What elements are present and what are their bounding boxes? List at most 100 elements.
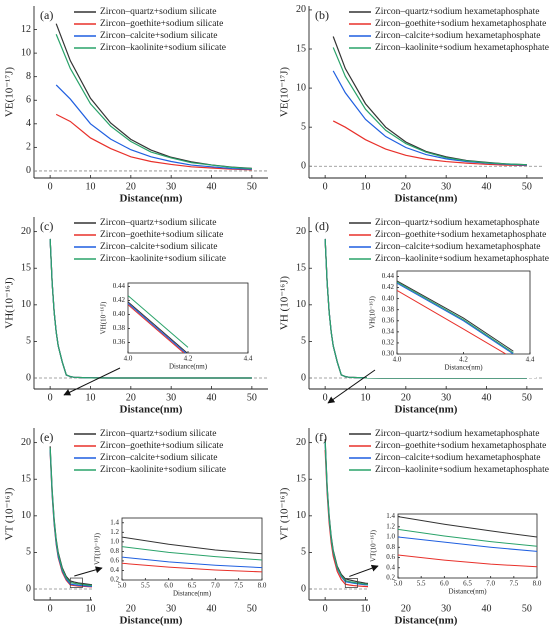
data-line	[332, 70, 527, 166]
legend-label: Zircon–kaolinite+sodium silicate	[100, 254, 226, 264]
series-group	[122, 536, 262, 573]
x-tick-label: 5.5	[141, 582, 150, 590]
legend-label: Zircon–kaolinite+sodium silicate	[100, 43, 226, 53]
x-axis-label: Distance(nm)	[169, 363, 208, 371]
y-tick-label: 1.2	[386, 522, 395, 530]
legend-label: Zircon–quartz+sodium silicate	[100, 429, 216, 439]
series-group	[397, 280, 514, 354]
y-tick-label: 0.42	[382, 283, 395, 291]
y-tick-label: 0	[26, 583, 31, 594]
legend-label: Zircon–quartz+sodium silicate	[100, 218, 216, 228]
x-axis-label: Distance(nm)	[173, 590, 212, 598]
x-tick-label: 40	[482, 181, 492, 192]
y-tick-label: 0.38	[113, 324, 126, 332]
x-tick-label: 20	[126, 392, 136, 403]
legend-label: Zircon–goethite+sodium hexametaphosphate	[375, 441, 546, 451]
y-tick-label: 0.2	[386, 574, 395, 582]
y-tick-label: 1.0	[110, 537, 119, 545]
x-tick-label: 6.5	[188, 582, 197, 590]
x-tick-label: 20	[401, 392, 411, 403]
y-tick-label: 0	[301, 161, 306, 172]
data-line	[128, 304, 185, 353]
x-tick-label: 0	[48, 181, 53, 192]
inset-background	[368, 508, 543, 602]
data-line	[122, 556, 262, 569]
x-tick-label: 5.5	[417, 580, 426, 588]
x-tick-label: 10	[85, 392, 95, 403]
panel-label: (b)	[315, 8, 329, 22]
y-tick-label: 15	[296, 474, 306, 485]
x-tick-label: 5.0	[394, 580, 403, 588]
y-tick-label: 15	[296, 263, 306, 274]
x-tick-label: 7.5	[509, 580, 518, 588]
x-tick-label: 30	[166, 392, 176, 403]
x-tick-label: 30	[166, 603, 176, 614]
arrow	[327, 369, 376, 404]
y-tick-label: 10	[21, 299, 31, 310]
y-tick-label: 5	[26, 547, 31, 558]
y-tick-label: 20	[296, 226, 306, 237]
y-tick-label: 10	[296, 82, 306, 93]
x-tick-label: 0	[323, 181, 328, 192]
x-tick-label: 40	[482, 392, 492, 403]
zoom-box	[344, 578, 358, 588]
data-line	[122, 546, 262, 561]
y-axis-label: VT(10⁻¹⁶J)	[370, 529, 378, 562]
inset-background	[98, 277, 254, 377]
zoom-box	[69, 577, 83, 588]
x-tick-label: 7.5	[234, 582, 243, 590]
x-tick-label: 20	[126, 603, 136, 614]
x-tick-label: 40	[482, 603, 492, 614]
x-tick-label: 10	[360, 603, 370, 614]
x-tick-label: 40	[207, 392, 217, 403]
data-line	[55, 34, 252, 170]
y-tick-label: 0.4	[110, 566, 119, 574]
y-tick-label: 6	[26, 95, 31, 106]
data-line	[128, 295, 189, 348]
y-tick-label: 20	[296, 437, 306, 448]
x-axis-label: Distance(nm)	[120, 193, 183, 205]
x-axis-label: Distance(nm)	[395, 404, 458, 416]
legend-label: Zircon–quartz+sodium hexametaphosphate	[375, 7, 539, 17]
series-group	[55, 23, 252, 171]
x-tick-label: 30	[441, 603, 451, 614]
x-axis-label: Distance(nm)	[395, 615, 458, 627]
y-tick-label: 5	[301, 547, 306, 558]
y-tick-label: 0	[26, 165, 31, 176]
data-line	[128, 301, 188, 353]
y-tick-label: 0.40	[113, 310, 126, 318]
y-tick-label: 0	[26, 372, 31, 383]
x-axis-label: Distance(nm)	[448, 588, 487, 596]
x-tick-label: 50	[247, 181, 257, 192]
y-tick-label: 10	[21, 47, 31, 58]
y-axis-label: VH (10⁻¹⁶J)	[279, 276, 291, 331]
y-tick-label: 0.8	[386, 543, 395, 551]
data-line	[397, 289, 507, 354]
y-axis-label: VE(10⁻¹⁷J)	[4, 67, 16, 118]
y-tick-label: 15	[21, 263, 31, 274]
x-tick-label: 10	[360, 392, 370, 403]
x-tick-label: 10	[360, 181, 370, 192]
legend-label: Zircon–quartz+sodium silicate	[100, 7, 216, 17]
y-tick-label: 20	[21, 437, 31, 448]
data-line	[397, 280, 514, 352]
y-tick-label: 0.4	[386, 563, 395, 571]
y-tick-label: 15	[21, 474, 31, 485]
y-tick-label: 5	[301, 121, 306, 132]
x-axis-label: Distance(nm)	[120, 615, 183, 627]
x-tick-label: 50	[247, 392, 257, 403]
data-line	[332, 36, 527, 166]
series-group	[398, 516, 537, 568]
y-tick-label: 4	[26, 118, 31, 129]
data-line	[398, 554, 537, 568]
y-tick-label: 0.30	[382, 350, 395, 358]
legend-label: Zircon–quartz+sodium hexametaphosphate	[375, 429, 539, 439]
y-tick-label: 10	[296, 299, 306, 310]
x-tick-label: 20	[401, 603, 411, 614]
legend-label: Zircon–calcite+sodium silicate	[100, 242, 217, 252]
data-line	[332, 120, 527, 167]
y-tick-label: 2	[26, 142, 31, 153]
x-tick-label: 10	[85, 603, 95, 614]
x-tick-label: 0	[48, 392, 53, 403]
y-axis-label: VT(10⁻¹⁶J)	[94, 532, 102, 565]
